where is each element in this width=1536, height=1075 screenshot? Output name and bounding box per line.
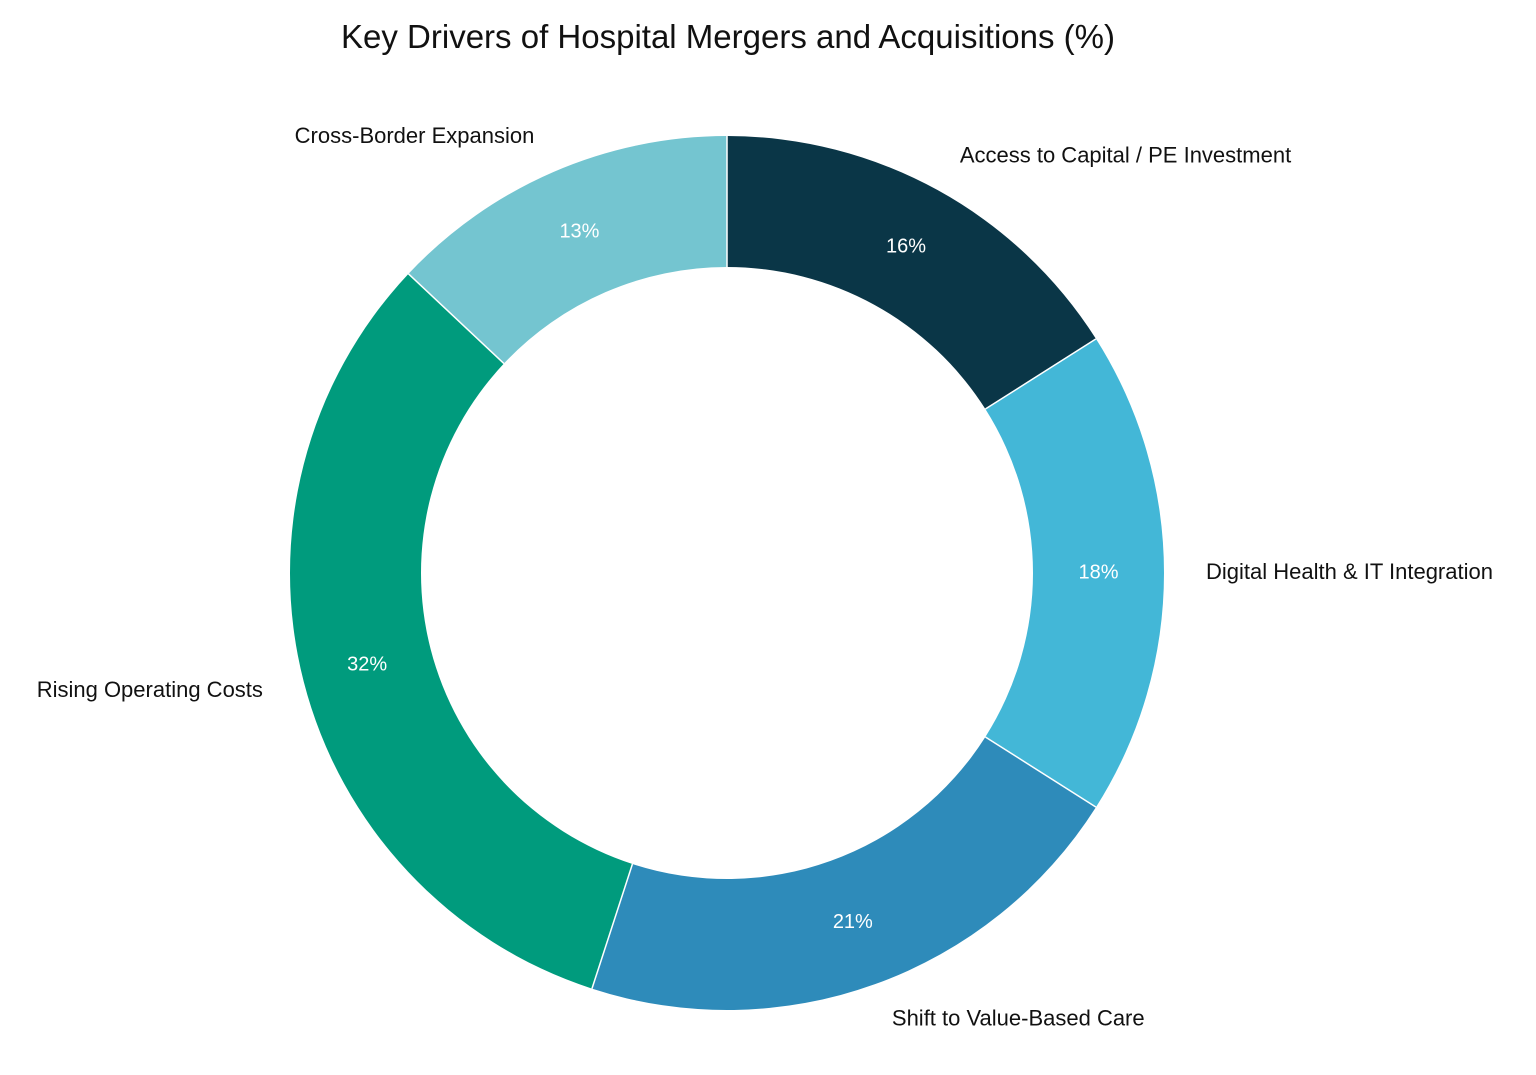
donut-labels: 16% Access to Capital / PE Investment 18% D… [37,123,1493,1031]
slice-value-label: 13% [559,220,599,242]
slice-cross-border-expansion [408,136,727,364]
slice-rising-operating-costs [290,273,633,989]
slice-separator [984,736,1097,808]
slice-category-label: Rising Operating Costs [37,677,263,702]
slice-value-label: 16% [886,236,926,258]
slice-separator [591,863,634,989]
slice-separator [407,273,505,365]
slice-value-label: 32% [347,654,387,676]
slice-value-label: 18% [1078,561,1118,583]
slice-shift-to-value-based-care [591,736,1096,1010]
slice-value-label: 21% [833,911,873,933]
slice-category-label: Access to Capital / PE Investment [960,143,1291,168]
donut-slices [290,136,1164,1010]
slice-category-label: Shift to Value-Based Care [892,1006,1145,1031]
slice-separator [984,338,1097,410]
slice-digital-health-it-integration [985,338,1164,808]
slice-category-label: Digital Health & IT Integration [1206,559,1493,584]
chart-title: Key Drivers of Hospital Mergers and Acqu… [341,18,1115,55]
slice-category-label: Cross-Border Expansion [295,123,535,148]
slice-access-to-capital-pe-investment [727,136,1096,410]
